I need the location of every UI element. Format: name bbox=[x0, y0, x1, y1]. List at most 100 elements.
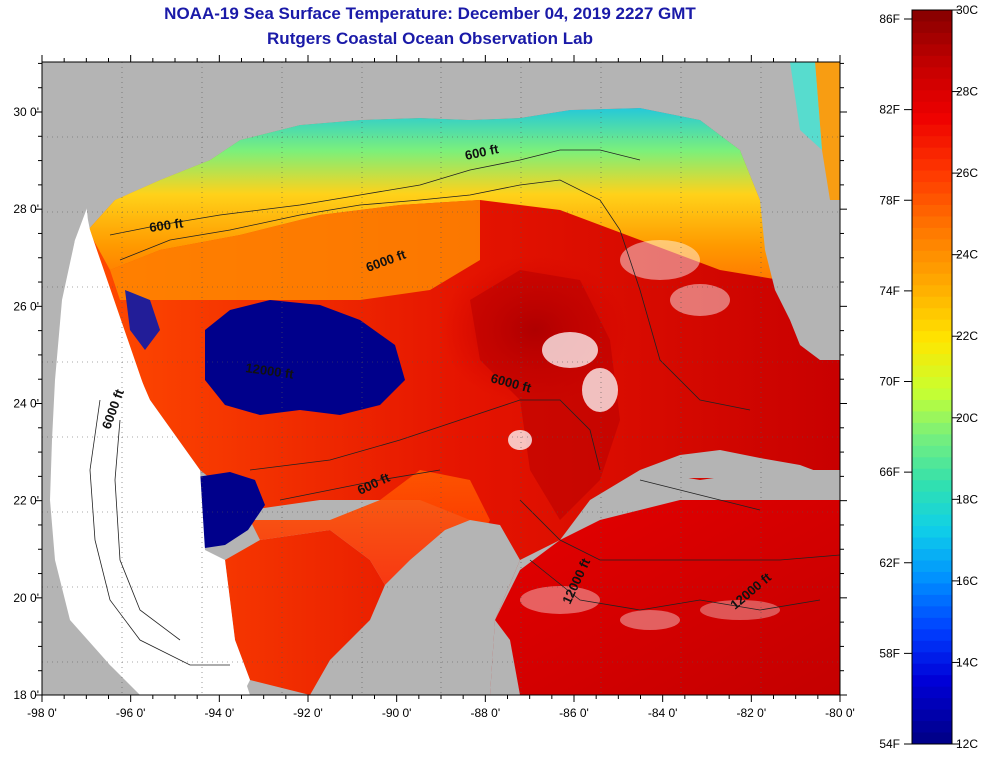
colorbar-f-label: 66F bbox=[879, 465, 900, 479]
x-tick-label: -90 0' bbox=[382, 706, 412, 720]
colorbar-band bbox=[912, 434, 952, 447]
colorbar-band bbox=[912, 55, 952, 68]
colorbar-band bbox=[912, 640, 952, 653]
central-america bbox=[490, 620, 520, 695]
colorbar-band bbox=[912, 526, 952, 539]
colorbar-f-label: 82F bbox=[879, 103, 900, 117]
colorbar-c-label: 28C bbox=[956, 85, 978, 99]
colorbar-band bbox=[912, 239, 952, 252]
colorbar-band bbox=[912, 319, 952, 332]
colorbar-band bbox=[912, 262, 952, 275]
colorbar-band bbox=[912, 686, 952, 699]
mexico-land bbox=[42, 62, 140, 695]
colorbar-band bbox=[912, 457, 952, 470]
colorbar-band bbox=[912, 67, 952, 80]
map-title: NOAA-19 Sea Surface Temperature: Decembe… bbox=[164, 4, 696, 23]
colorbar-c-label: 18C bbox=[956, 492, 978, 506]
cold-patch-south bbox=[190, 472, 265, 548]
colorbar-band bbox=[912, 124, 952, 137]
colorbar-band bbox=[912, 308, 952, 321]
y-tick-label: 26 0' bbox=[13, 299, 39, 313]
y-axis-labels: 30 0' 28 0' 26 0' 24 0' 22 0' 20 0' 18 0' bbox=[13, 105, 39, 702]
colorbar-band bbox=[912, 159, 952, 172]
colorbar-band bbox=[912, 445, 952, 458]
colorbar-band bbox=[912, 560, 952, 573]
colorbar-band bbox=[912, 617, 952, 630]
colorbar-band bbox=[912, 422, 952, 435]
colorbar-band bbox=[912, 32, 952, 45]
colorbar-band bbox=[912, 606, 952, 619]
y-tick-label: 20 0' bbox=[13, 591, 39, 605]
colorbar-band bbox=[912, 732, 952, 745]
colorbar-band bbox=[912, 514, 952, 527]
colorbar-band bbox=[912, 629, 952, 642]
colorbar-band bbox=[912, 193, 952, 206]
colorbar-band bbox=[912, 549, 952, 561]
cold-patch-west bbox=[125, 290, 160, 350]
x-tick-label: -82 0' bbox=[737, 706, 767, 720]
x-tick-label: -86 0' bbox=[559, 706, 589, 720]
contour-label: 600 ft bbox=[464, 141, 501, 163]
colorbar-c-label: 14C bbox=[956, 655, 978, 669]
colorbar-band bbox=[912, 113, 952, 126]
x-tick-label: -98 0' bbox=[27, 706, 57, 720]
colorbar-ticks bbox=[904, 9, 960, 745]
colorbar-band bbox=[912, 652, 952, 665]
colorbar-c-label: 26C bbox=[956, 166, 978, 180]
colorbar-band bbox=[912, 285, 952, 298]
y-tick-label: 18 0' bbox=[13, 688, 39, 702]
colorbar-band bbox=[912, 663, 952, 676]
map-subtitle: Rutgers Coastal Ocean Observation Lab bbox=[267, 29, 593, 48]
colorbar-band bbox=[912, 503, 952, 516]
colorbar-c-label: 16C bbox=[956, 574, 978, 588]
y-tick-label: 28 0' bbox=[13, 202, 39, 216]
colorbar-fahrenheit-labels: 86F 82F 78F 74F 70F 66F 62F 58F 54F bbox=[879, 12, 900, 751]
colorbar-band bbox=[912, 571, 952, 584]
colorbar-celsius-labels: 30C 28C 26C 24C 22C 20C 18C 16C 14C 12C bbox=[956, 3, 978, 751]
colorbar-band bbox=[912, 365, 952, 378]
y-tick-label: 22 0' bbox=[13, 494, 39, 508]
colorbar-band bbox=[912, 78, 952, 91]
cold-patch-central bbox=[205, 300, 405, 415]
sst-map: 600 ft 600 ft 6000 ft 12000 ft 6000 ft 6… bbox=[13, 55, 855, 720]
colorbar-band bbox=[912, 101, 952, 114]
colorbar-band bbox=[912, 250, 952, 263]
depth-contours bbox=[89, 149, 840, 666]
colorbar-band bbox=[912, 273, 952, 286]
colorbar-band bbox=[912, 709, 952, 722]
colorbar-f-label: 78F bbox=[879, 193, 900, 207]
atlantic-strip bbox=[815, 62, 840, 200]
graticule bbox=[42, 62, 840, 695]
orange-band bbox=[110, 200, 480, 300]
colorbar-band bbox=[912, 537, 952, 550]
colorbar-band bbox=[912, 354, 952, 367]
colorbar-band bbox=[912, 491, 952, 504]
colorbar-c-label: 24C bbox=[956, 248, 978, 262]
cuba bbox=[640, 450, 840, 500]
x-tick-label: -96 0' bbox=[116, 706, 146, 720]
colorbar-band bbox=[912, 216, 952, 229]
northern-shelf bbox=[88, 108, 780, 280]
y-tick-label: 24 0' bbox=[13, 397, 39, 411]
x-tick-label: -94 0' bbox=[205, 706, 235, 720]
y-tick-label: 30 0' bbox=[13, 105, 39, 119]
colorbar-band bbox=[912, 698, 952, 711]
colorbar-c-label: 30C bbox=[956, 3, 978, 17]
cloud-speckles bbox=[508, 240, 780, 630]
colorbar-frame bbox=[911, 9, 953, 745]
colorbar-band bbox=[912, 296, 952, 309]
colorbar-band bbox=[912, 21, 952, 34]
colorbar-band bbox=[912, 90, 952, 103]
x-tick-label: -84 0' bbox=[648, 706, 678, 720]
colorbar-band bbox=[912, 411, 952, 424]
colorbar-band bbox=[912, 388, 952, 401]
colorbar-f-label: 70F bbox=[879, 375, 900, 389]
contour-label: 12000 ft bbox=[245, 360, 296, 382]
colorbar-f-label: 54F bbox=[879, 737, 900, 751]
loop-current bbox=[470, 270, 620, 520]
colorbar-f-label: 86F bbox=[879, 12, 900, 26]
x-tick-label: -88 0' bbox=[471, 706, 501, 720]
colorbar-band bbox=[912, 377, 952, 389]
colorbar-f-label: 58F bbox=[879, 646, 900, 660]
yucatan bbox=[310, 520, 520, 695]
